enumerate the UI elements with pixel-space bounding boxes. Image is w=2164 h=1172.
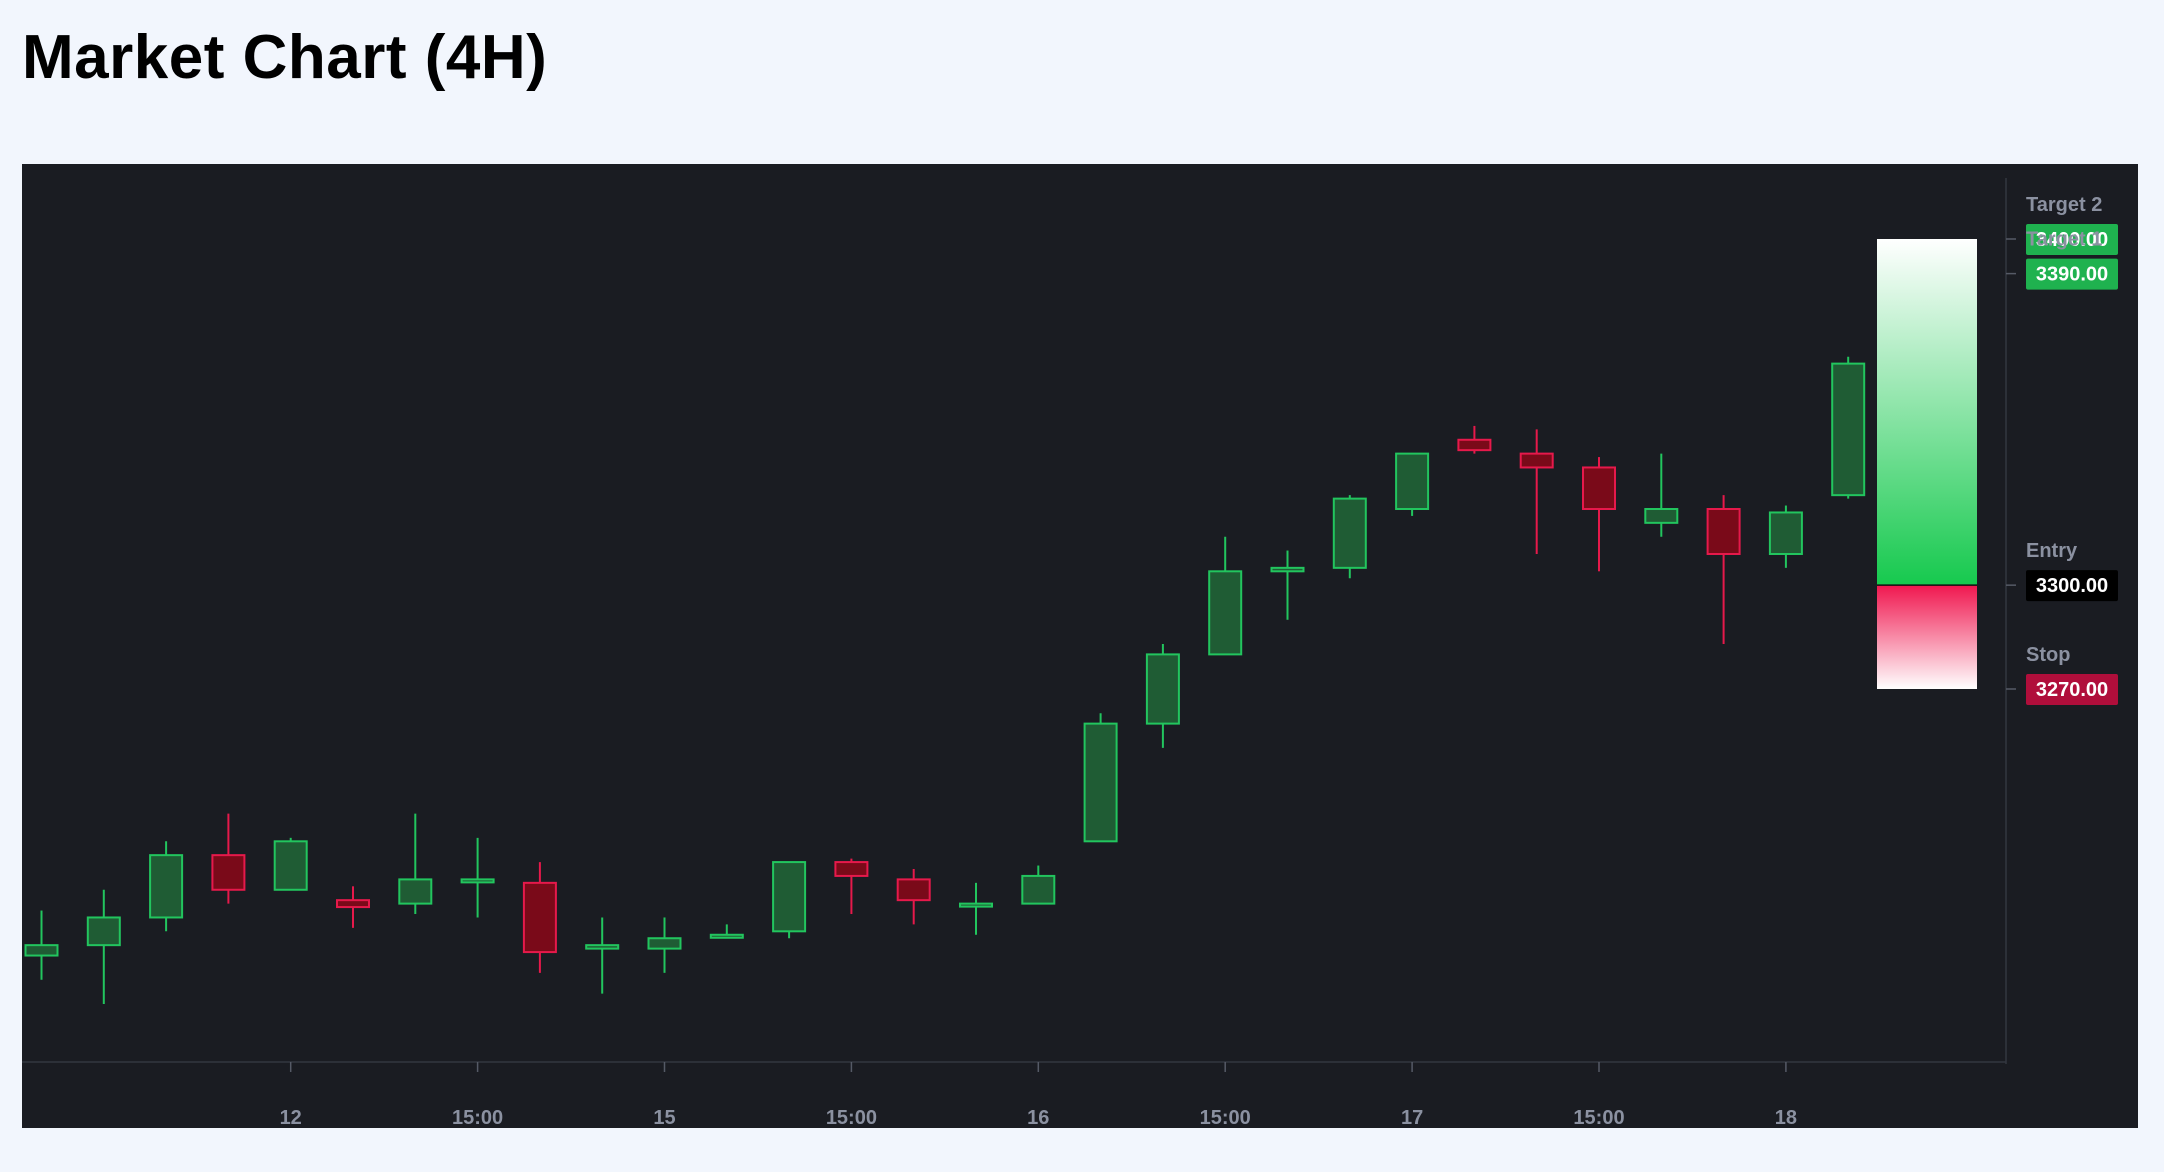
candle-body (24, 944, 59, 957)
candle-body (336, 899, 370, 909)
candle-body (647, 937, 682, 950)
candle-body (1021, 874, 1056, 905)
candle (896, 869, 931, 925)
page-title: Market Chart (4H) (22, 23, 548, 92)
candle (149, 841, 184, 932)
x-tick-label: 15:00 (1200, 1107, 1251, 1128)
x-tick-label: 15:00 (826, 1107, 877, 1128)
candle-body (896, 878, 931, 902)
candle-body (1270, 566, 1305, 573)
candles-layer (24, 356, 1866, 1004)
candle (1021, 865, 1056, 905)
candle-body (1831, 362, 1866, 497)
level-name: Entry (2026, 540, 2078, 562)
candle-body (1395, 452, 1430, 511)
candle (522, 862, 557, 973)
candle-body (1332, 497, 1367, 569)
level-value: 3270.00 (2036, 679, 2108, 701)
level-name: Target 2 (2026, 194, 2102, 216)
candle (1706, 495, 1741, 644)
candle-body (522, 881, 557, 954)
candle-body (1208, 570, 1243, 656)
x-tick-label: 15 (653, 1107, 675, 1128)
position-zone (1877, 239, 1977, 689)
level-tag (2026, 224, 2118, 255)
candle-body (273, 840, 308, 891)
candle (24, 910, 59, 980)
level-tag (2026, 570, 2118, 602)
x-tick-label: 16 (1027, 1107, 1049, 1128)
candle (1083, 713, 1118, 843)
candle-body (149, 854, 184, 919)
candle-body (772, 861, 807, 933)
candle-body (1768, 511, 1803, 556)
candle (1145, 644, 1180, 748)
candle (336, 886, 370, 928)
candle-body (460, 878, 495, 884)
candle-body (959, 902, 993, 908)
x-tick-label: 15:00 (1573, 1107, 1624, 1128)
candle (1519, 429, 1554, 554)
chart-panel[interactable]: 12 15:00 15 15:00 16 15:00 17 15:00 18 Target 2 3… (22, 164, 2138, 1129)
candle-body (585, 944, 620, 950)
candle-body (834, 861, 869, 877)
level-value: 3300.00 (2036, 575, 2108, 597)
candle-body (1083, 722, 1118, 843)
candle (1395, 452, 1430, 516)
candle (585, 917, 620, 994)
candle (273, 837, 308, 891)
x-tick-label: 18 (1775, 1107, 1797, 1128)
candle (398, 813, 433, 914)
candle (772, 861, 807, 939)
candle (460, 837, 495, 918)
candle (709, 924, 744, 939)
candle (647, 917, 682, 973)
candle (1644, 453, 1679, 537)
level-name: Target 1 (2026, 229, 2102, 251)
candle (211, 813, 246, 904)
x-tick-label: 15:00 (452, 1107, 503, 1128)
candle (1768, 505, 1803, 568)
candle (834, 858, 869, 914)
candle (1831, 356, 1866, 499)
candlestick-chart[interactable]: 12 15:00 15 15:00 16 15:00 17 15:00 18 Target 2 3… (22, 164, 2138, 1129)
candle (1332, 495, 1367, 579)
candle (1208, 536, 1243, 656)
candle (1270, 550, 1305, 620)
candle (959, 882, 993, 935)
candle-body (398, 878, 433, 905)
candle-body (86, 916, 121, 947)
level-value: 3390.00 (2036, 264, 2108, 286)
candle-body (1582, 466, 1616, 511)
candle-body (1706, 508, 1741, 555)
profit-zone (1877, 239, 1977, 586)
level-tag (2026, 258, 2118, 290)
time-axis: 12 15:00 15 15:00 16 15:00 17 15:00 18 (280, 1062, 1797, 1129)
level-name: Stop (2026, 644, 2070, 666)
loss-zone (1877, 585, 1977, 689)
candle-body (1644, 508, 1679, 524)
candle-body (1519, 452, 1554, 469)
candle-body (211, 854, 246, 891)
level-value: 3400.00 (2036, 229, 2108, 251)
candle-body (1457, 438, 1492, 452)
level-tag (2026, 674, 2118, 705)
x-tick-label: 17 (1401, 1107, 1423, 1128)
candle (1582, 457, 1616, 572)
candle (1457, 425, 1492, 454)
candle-body (709, 933, 744, 939)
candle-body (1145, 653, 1180, 725)
candle (86, 889, 121, 1004)
x-tick-label: 12 (280, 1107, 302, 1128)
